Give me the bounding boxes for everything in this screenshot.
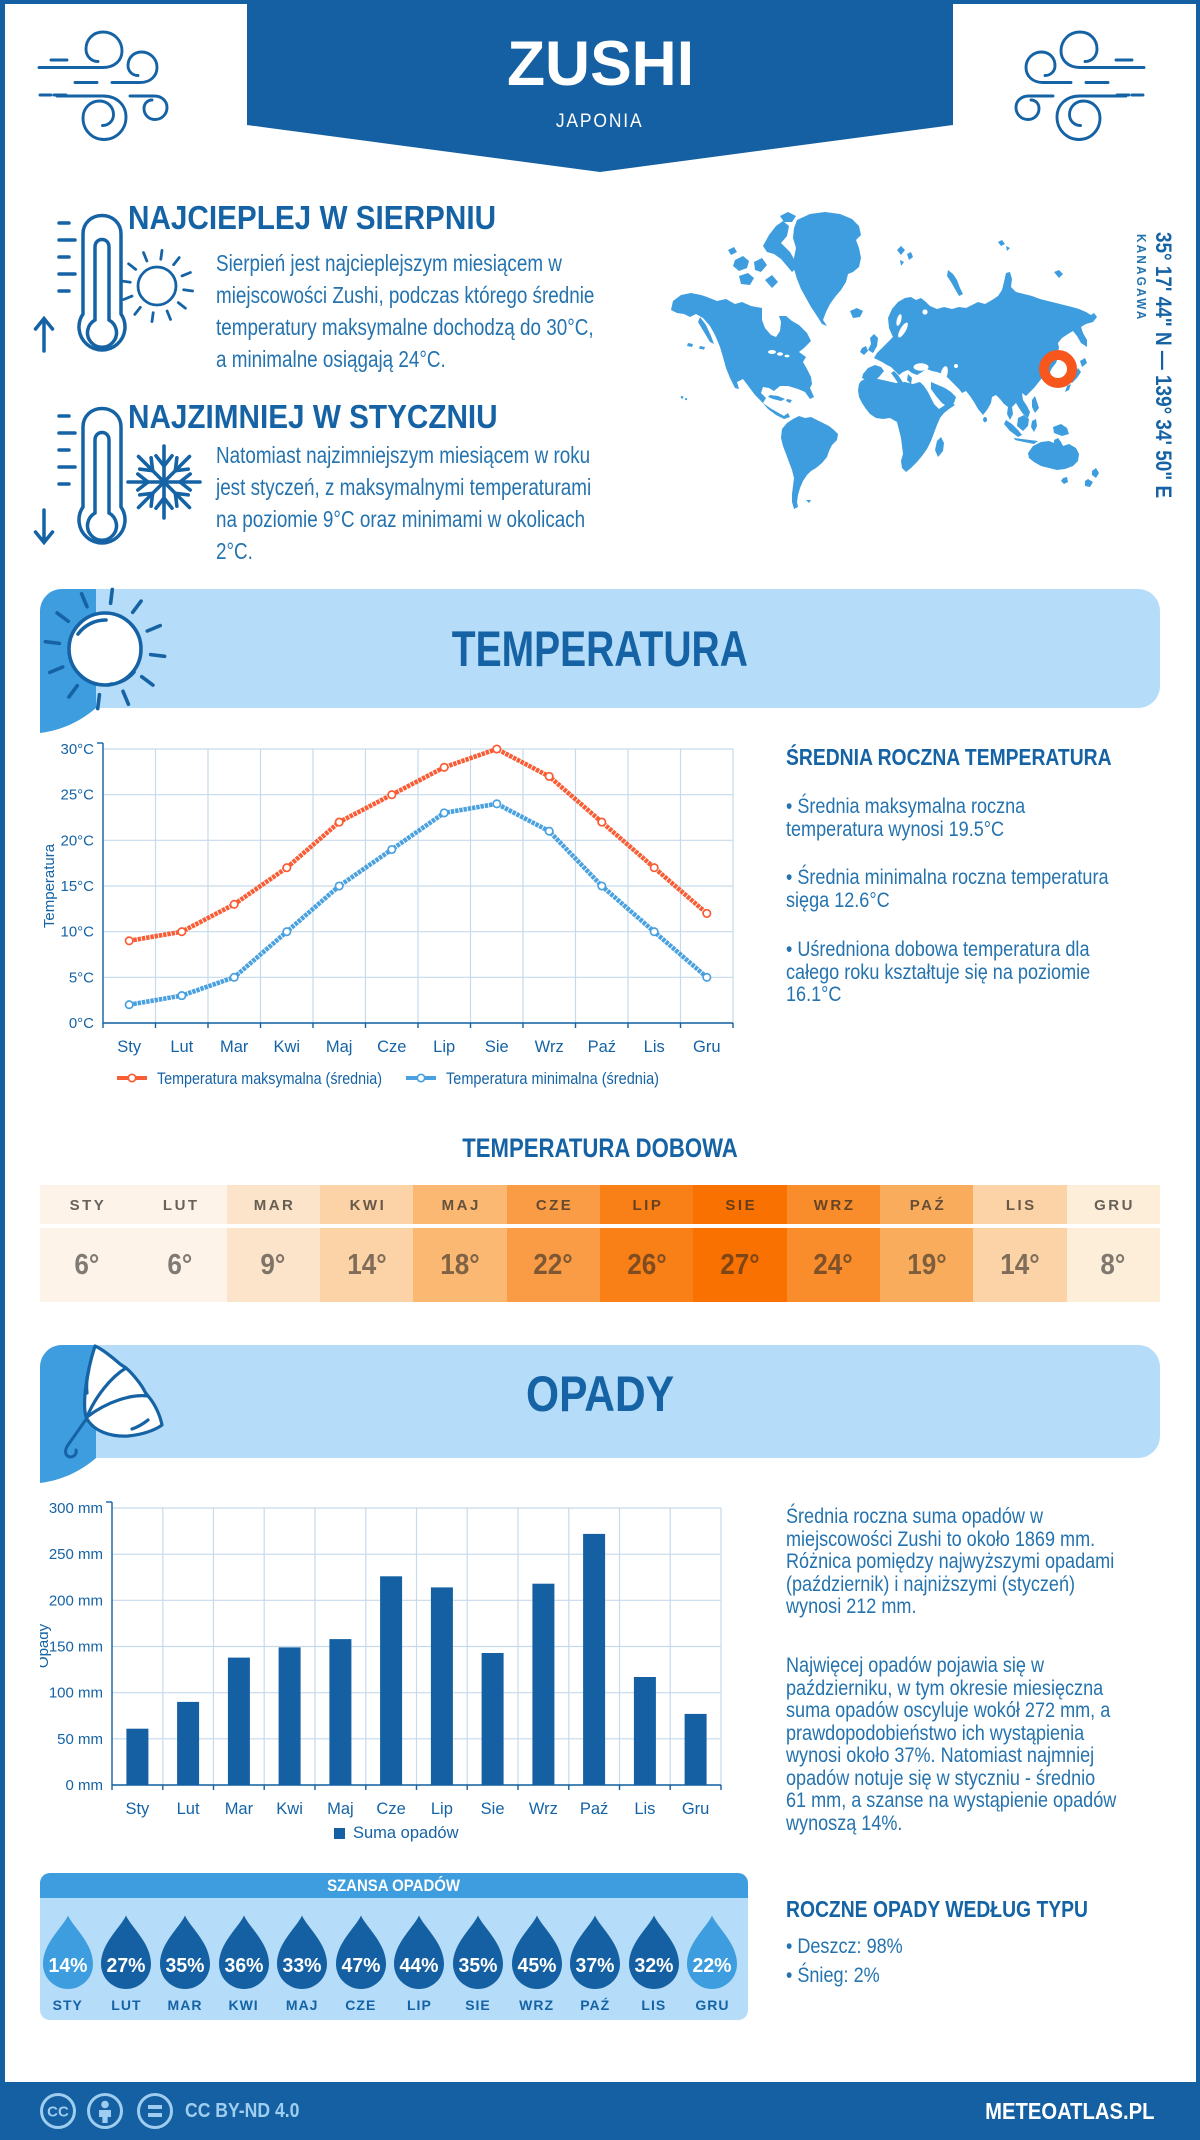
svg-text:35%: 35% (459, 1955, 498, 1978)
svg-text:20°C: 20°C (60, 832, 94, 849)
svg-text:200 mm: 200 mm (49, 1592, 103, 1609)
svg-text:100 mm: 100 mm (49, 1685, 103, 1702)
svg-text:Sty: Sty (125, 1800, 150, 1818)
svg-text:Lis: Lis (644, 1038, 665, 1056)
svg-text:Mar: Mar (220, 1038, 249, 1056)
svg-text:Lis: Lis (634, 1800, 655, 1818)
svg-text:35%: 35% (166, 1955, 205, 1978)
svg-text:47%: 47% (341, 1955, 380, 1978)
svg-text:Cze: Cze (376, 1800, 405, 1818)
svg-text:150 mm: 150 mm (49, 1639, 103, 1656)
svg-text:250 mm: 250 mm (49, 1546, 103, 1563)
svg-text:Gru: Gru (693, 1038, 721, 1056)
svg-text:Sty: Sty (117, 1038, 142, 1056)
svg-text:Kwi: Kwi (276, 1800, 303, 1818)
svg-text:Suma opadów: Suma opadów (353, 1824, 459, 1842)
svg-text:Maj: Maj (326, 1038, 353, 1056)
svg-text:10°C: 10°C (60, 924, 94, 941)
svg-text:15°C: 15°C (60, 878, 94, 895)
svg-text:Paź: Paź (588, 1038, 616, 1056)
svg-text:5°C: 5°C (69, 969, 94, 986)
svg-text:33%: 33% (283, 1955, 322, 1978)
svg-text:45%: 45% (517, 1955, 556, 1978)
svg-text:Cze: Cze (377, 1038, 406, 1056)
svg-text:Wrz: Wrz (529, 1800, 558, 1818)
svg-text:Opady: Opady (40, 1623, 52, 1668)
svg-text:32%: 32% (634, 1955, 673, 1978)
svg-text:25°C: 25°C (60, 787, 94, 804)
svg-text:Wrz: Wrz (535, 1038, 564, 1056)
svg-text:Maj: Maj (327, 1800, 354, 1818)
svg-text:22%: 22% (693, 1955, 732, 1978)
svg-text:Kwi: Kwi (274, 1038, 301, 1056)
svg-text:37%: 37% (576, 1955, 615, 1978)
svg-text:Sie: Sie (485, 1038, 509, 1056)
svg-text:Paź: Paź (580, 1800, 608, 1818)
svg-text:44%: 44% (400, 1955, 439, 1978)
svg-text:Temperatura minimalna (średnia: Temperatura minimalna (średnia) (446, 1070, 659, 1088)
svg-text:0 mm: 0 mm (66, 1777, 104, 1794)
svg-text:Lip: Lip (431, 1800, 453, 1818)
svg-text:36%: 36% (224, 1955, 263, 1978)
svg-text:Lut: Lut (177, 1800, 200, 1818)
svg-text:Sie: Sie (481, 1800, 505, 1818)
svg-text:Mar: Mar (225, 1800, 254, 1818)
svg-text:300 mm: 300 mm (49, 1500, 103, 1517)
svg-text:Temperatura maksymalna (średni: Temperatura maksymalna (średnia) (157, 1070, 382, 1088)
svg-text:27%: 27% (107, 1955, 146, 1978)
svg-text:0°C: 0°C (69, 1015, 94, 1032)
svg-text:Temperatura: Temperatura (41, 843, 58, 928)
svg-text:14%: 14% (48, 1955, 87, 1978)
svg-text:30°C: 30°C (60, 741, 94, 758)
svg-text:Lut: Lut (170, 1038, 193, 1056)
svg-text:Lip: Lip (433, 1038, 455, 1056)
svg-text:CC: CC (47, 2104, 69, 2121)
svg-text:Gru: Gru (682, 1800, 710, 1818)
svg-text:50 mm: 50 mm (57, 1731, 103, 1748)
